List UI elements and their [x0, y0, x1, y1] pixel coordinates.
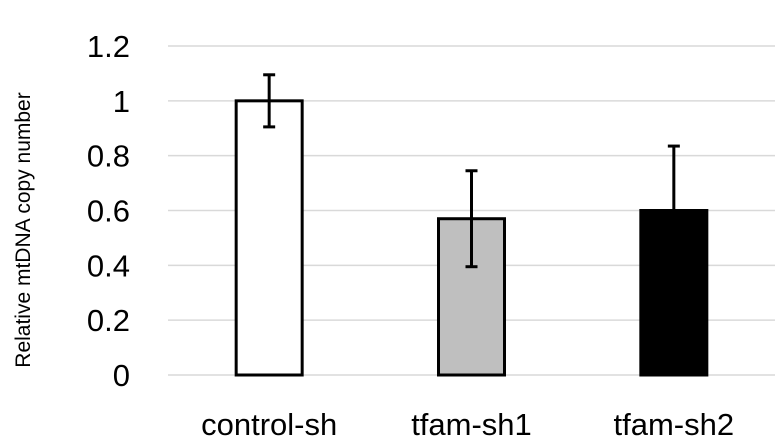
y-tick-label-3: 0.6 [87, 194, 130, 229]
y-tick-label-0: 0 [113, 358, 130, 393]
error-bar-control-sh [263, 73, 276, 129]
x-tick-label-tfam-sh2: tfam-sh2 [614, 407, 735, 442]
error-bar-tfam-sh1 [465, 169, 478, 269]
y-axis-title: Relative mtDNA copy number [12, 92, 35, 367]
y-tick-label-6: 1.2 [87, 29, 130, 64]
error-bar-tfam-sh2 [667, 144, 680, 277]
x-tick-label-control-sh: control-sh [201, 407, 337, 442]
x-tick-label-tfam-sh1: tfam-sh1 [411, 407, 532, 442]
y-tick-label-4: 0.8 [87, 139, 130, 174]
x-tick-labels: control-sh tfam-sh1 tfam-sh2 [201, 407, 734, 442]
error-bars [263, 73, 680, 277]
y-tick-labels: 0 0.2 0.4 0.6 0.8 1 1.2 [87, 29, 130, 393]
y-tick-label-2: 0.4 [87, 248, 130, 283]
y-tick-label-1: 0.2 [87, 303, 130, 338]
y-tick-label-5: 1 [113, 84, 130, 119]
bar-control-sh [234, 99, 304, 377]
